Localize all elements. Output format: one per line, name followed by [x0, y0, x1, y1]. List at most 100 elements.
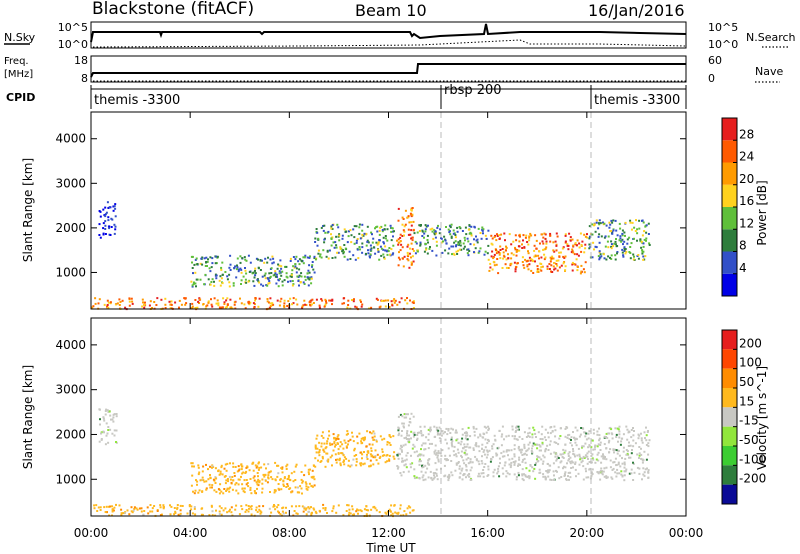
- scatter-cell-r4: [608, 451, 611, 454]
- scatter-cell-r2: [352, 254, 355, 257]
- scatter-cell-r1: [209, 477, 212, 480]
- scatter-cell-r4: [581, 445, 584, 448]
- scatter-cell-r4: [629, 444, 632, 447]
- scatter-cell-r5: [399, 507, 402, 510]
- scatter-cell-r5: [510, 243, 513, 246]
- scatter-cell-r4: [539, 445, 542, 448]
- scatter-cell-r1: [258, 481, 261, 484]
- scatter-cell-r4: [628, 472, 631, 475]
- scatter-cell-r1: [284, 265, 286, 268]
- scatter-cell-r4: [554, 455, 557, 458]
- scatter-cell-r6: [644, 255, 647, 258]
- scatter-cell-r4: [468, 232, 471, 235]
- scatter-cell-r3: [407, 243, 410, 246]
- scatter-cell-r2: [325, 255, 328, 258]
- scatter-cell-r1: [274, 272, 277, 275]
- scatter-cell-r4: [549, 440, 552, 443]
- scatter-cell-r2: [320, 442, 323, 445]
- scatter-cell-r5: [324, 508, 327, 511]
- scatter-cell-r1: [208, 483, 211, 486]
- scatter-cell-r5: [220, 513, 223, 516]
- scatter-cell-r4: [503, 455, 506, 458]
- scatter-cell-r4: [428, 247, 431, 250]
- scatter-cell-r5: [491, 268, 494, 271]
- scatter-cell-r1: [285, 486, 288, 488]
- scatter-cell-r5: [151, 507, 154, 510]
- scatter-cell-r2: [378, 258, 381, 261]
- scatter-cell-r5: [293, 510, 296, 512]
- scatter-cell-r1: [197, 464, 200, 467]
- scatter-cell-r7: [355, 306, 358, 309]
- scatter-cell-r2: [367, 451, 370, 454]
- scatter-cell-r4: [468, 224, 471, 227]
- y-tick-label: 4000: [55, 132, 86, 146]
- scatter-cell-r4: [570, 439, 572, 441]
- scatter-cell-r5: [229, 508, 231, 511]
- scatter-cell-r5: [295, 512, 298, 515]
- scatter-cell-r4: [631, 449, 633, 451]
- scatter-cell-r7: [352, 300, 355, 303]
- scatter-cell-r1: [202, 465, 205, 468]
- scatter-cell-r3: [411, 214, 414, 217]
- scatter-cell-r4: [413, 433, 416, 436]
- scatter-cell-r7: [128, 297, 131, 300]
- scatter-cell-r4: [469, 461, 472, 464]
- scatter-cell-r2: [374, 456, 377, 459]
- scatter-cell-r7: [254, 297, 257, 300]
- scatter-cell-r6: [598, 223, 601, 226]
- scatter-cell-r1: [239, 255, 242, 258]
- scatter-cell-r3: [404, 443, 407, 446]
- scatter-cell-r5: [496, 233, 498, 236]
- scatter-cell-r4: [525, 453, 528, 456]
- scatter-cell-r1: [266, 261, 269, 264]
- scatter-cell-r2: [365, 456, 368, 458]
- scatter-cell-r2: [355, 241, 358, 244]
- scatter-cell-r2: [336, 435, 339, 438]
- scatter-cell-r4: [420, 434, 423, 437]
- scatter-cell-r5: [555, 263, 558, 265]
- scatter-cell-r4: [564, 435, 567, 438]
- scatter-cell-r2: [322, 436, 325, 439]
- scatter-cell-r7: [118, 298, 121, 301]
- scatter-cell-r5: [505, 258, 508, 261]
- scatter-cell-r1: [232, 282, 235, 285]
- scatter-cell-r1: [296, 491, 299, 494]
- scatter-cell-r1: [256, 483, 259, 486]
- scatter-cell-r5: [549, 240, 552, 243]
- scatter-cell-r0: [115, 413, 118, 415]
- scatter-cell-r4: [426, 467, 429, 470]
- x-axis-label: Time UT: [365, 541, 416, 554]
- scatter-cell-r3: [406, 434, 409, 437]
- scatter-cell-r1: [274, 275, 277, 278]
- scatter-cell-r4: [541, 425, 544, 428]
- scatter-cell-r7: [268, 301, 270, 304]
- scatter-cell-r5: [111, 505, 113, 508]
- scatter-cell-r5: [124, 512, 126, 515]
- scatter-cell-r4: [424, 464, 427, 467]
- scatter-cell-r1: [213, 284, 216, 287]
- scatter-cell-r5: [580, 250, 583, 253]
- scatter-cell-r1: [233, 472, 236, 474]
- scatter-cell-r4: [569, 441, 572, 444]
- scatter-cell-r0: [111, 432, 114, 435]
- scatter-cell-r4: [415, 242, 418, 245]
- scatter-cell-r1: [267, 256, 269, 259]
- scatter-cell-r1: [195, 278, 198, 281]
- scatter-cell-r4: [464, 449, 467, 452]
- scatter-cell-r6: [630, 242, 633, 245]
- scatter-cell-r5: [564, 240, 567, 243]
- scatter-cell-r2: [358, 432, 361, 435]
- scatter-cell-r7: [253, 306, 256, 309]
- scatter-cell-r4: [456, 226, 459, 229]
- scatter-cell-r4: [548, 469, 551, 472]
- scatter-cell-r4: [569, 456, 572, 459]
- scatter-cell-r4: [623, 461, 626, 464]
- scatter-cell-r4: [470, 466, 473, 469]
- scatter-cell-r7: [302, 304, 305, 307]
- scatter-cell-r7: [121, 299, 124, 302]
- scatter-cell-r4: [621, 474, 624, 477]
- scatter-cell-r5: [540, 256, 543, 259]
- scatter-cell-r2: [321, 455, 324, 458]
- scatter-cell-r4: [527, 435, 530, 437]
